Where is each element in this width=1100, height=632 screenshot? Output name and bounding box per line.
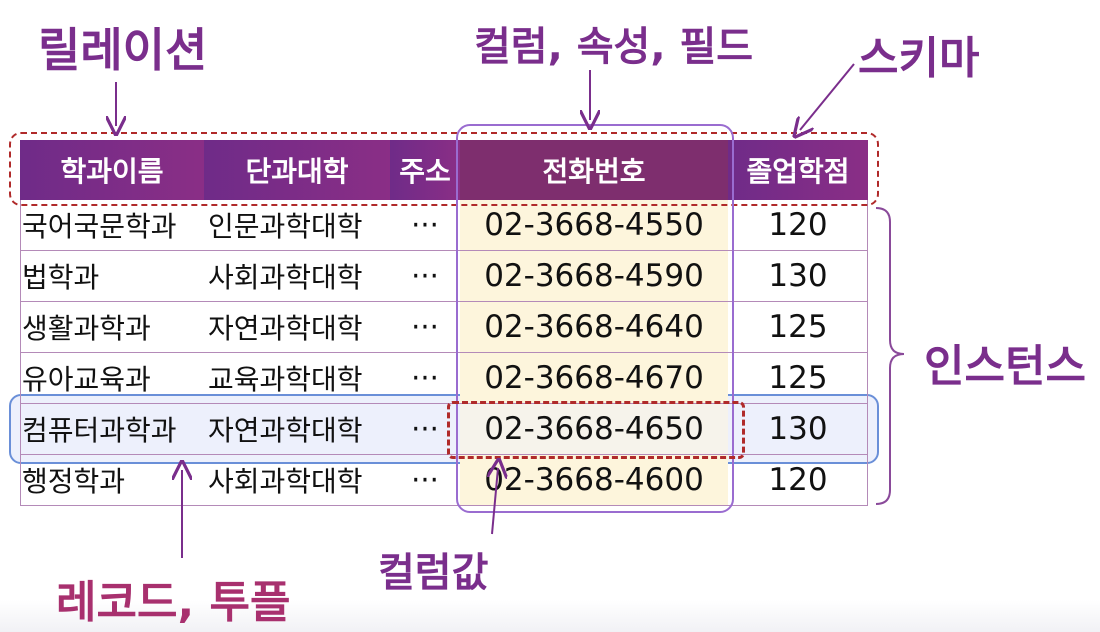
instance-label: 인스턴스 <box>924 341 1086 392</box>
cell-address: ··· <box>390 301 460 353</box>
cell-address: ··· <box>390 454 460 506</box>
header-phone: 전화번호 <box>460 140 728 200</box>
cell-dept-name: 컴퓨터과학과 <box>20 403 204 455</box>
cell-address: ··· <box>390 352 460 404</box>
cell-phone: 02-3668-4650 <box>460 403 728 455</box>
cell-dept-name: 생활과학과 <box>20 301 204 353</box>
cell-credits: 120 <box>728 200 868 251</box>
table-row: 생활과학과 자연과학대학 ··· 02-3668-4640 125 <box>20 301 868 353</box>
cell-college: 자연과학대학 <box>204 301 390 353</box>
column-value-label: 컬럼값 <box>378 550 489 596</box>
relation-label: 릴레이션 <box>38 23 208 77</box>
cell-college: 자연과학대학 <box>204 403 390 455</box>
cell-credits: 125 <box>728 301 868 353</box>
bottom-fade <box>0 600 1100 632</box>
table-row-highlighted: 컴퓨터과학과 자연과학대학 ··· 02-3668-4650 130 <box>20 403 868 455</box>
table-row: 법학과 사회과학대학 ··· 02-3668-4590 130 <box>20 250 868 302</box>
cell-college: 인문과학대학 <box>204 200 390 251</box>
schema-box <box>9 132 879 206</box>
cell-phone: 02-3668-4670 <box>460 352 728 404</box>
cell-college: 사회과학대학 <box>204 454 390 506</box>
cell-credits: 130 <box>728 250 868 302</box>
cell-phone: 02-3668-4550 <box>460 200 728 251</box>
column-value-box <box>447 401 745 459</box>
cell-phone: 02-3668-4640 <box>460 301 728 353</box>
cell-college: 사회과학대학 <box>204 250 390 302</box>
table-row: 국어국문학과 인문과학대학 ··· 02-3668-4550 120 <box>20 200 868 251</box>
column-value-arrow <box>492 468 498 535</box>
cell-credits: 125 <box>728 352 868 404</box>
cell-credits: 130 <box>728 403 868 455</box>
header-college: 단과대학 <box>204 140 390 200</box>
cell-dept-name: 법학과 <box>20 250 204 302</box>
record-label: 레코드, 투플 <box>56 577 291 628</box>
schema-arrow <box>800 63 855 130</box>
table-row: 유아교육과 교육과학대학 ··· 02-3668-4670 125 <box>20 352 868 404</box>
header-credits: 졸업학점 <box>728 140 868 200</box>
cell-dept-name: 국어국문학과 <box>20 200 204 251</box>
cell-address: ··· <box>390 200 460 251</box>
header-dept-name: 학과이름 <box>20 140 204 200</box>
schema-row: 학과이름 단과대학 주소 전화번호 졸업학점 <box>20 140 868 200</box>
schema-label: 스키마 <box>858 33 980 84</box>
cell-dept-name: 유아교육과 <box>20 352 204 404</box>
cell-address: ··· <box>390 250 460 302</box>
cell-phone: 02-3668-4590 <box>460 250 728 302</box>
column-label: 컬럼, 속성, 필드 <box>474 24 754 70</box>
instance-brace <box>875 207 905 505</box>
cell-college: 교육과학대학 <box>204 352 390 404</box>
cell-credits: 120 <box>728 454 868 506</box>
header-address: 주소 <box>390 140 460 200</box>
